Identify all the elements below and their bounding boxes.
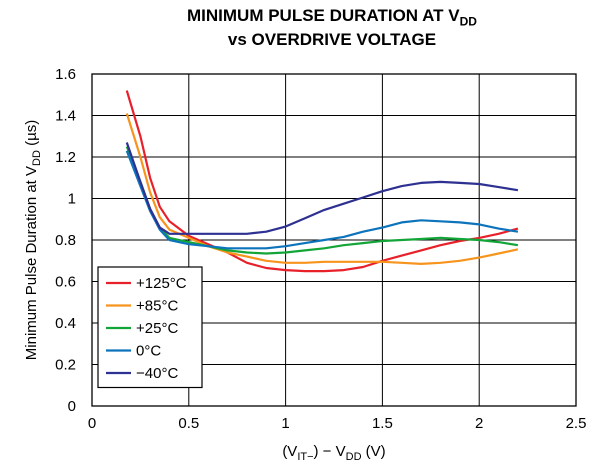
y-tick-label: 1	[68, 191, 76, 208]
y-axis-label: Minimum Pulse Duration at VDD (µs)	[23, 120, 43, 360]
series-line	[125, 90, 519, 273]
legend-label: +25°C	[136, 320, 178, 337]
y-tick-label: 0.6	[55, 274, 76, 291]
x-tick-label: 1	[281, 415, 289, 432]
legend-label: −40°C	[136, 365, 178, 382]
x-tick-label: 0.5	[178, 415, 199, 432]
y-tick-label: 0.4	[55, 315, 76, 332]
series-line	[125, 142, 519, 235]
y-tick-label: 1.4	[55, 108, 76, 125]
series-line	[125, 150, 519, 250]
x-tick-label: 0	[88, 415, 96, 432]
series-lines	[125, 90, 519, 273]
series-line	[125, 146, 519, 255]
x-tick-labels: 0 0.5 1 1.5 2 2.5	[88, 415, 587, 432]
y-tick-label: 1.6	[55, 66, 76, 83]
series-line	[125, 113, 519, 265]
legend: +125°C +85°C +25°C 0°C −40°C	[97, 266, 203, 389]
y-tick-label: 0.2	[55, 357, 76, 374]
x-axis-label: (VIT−) − VDD (V)	[282, 443, 385, 463]
x-tick-label: 1.5	[372, 415, 393, 432]
y-tick-label: 0	[68, 398, 76, 415]
legend-label: +85°C	[136, 298, 178, 315]
x-tick-label: 2	[475, 415, 483, 432]
legend-label: 0°C	[136, 343, 161, 360]
plot-frame	[91, 73, 577, 407]
chart-title-line1: MINIMUM PULSE DURATION AT VDD	[187, 6, 477, 29]
y-tick-label: 1.2	[55, 149, 76, 166]
y-tick-labels: 0 0.2 0.4 0.6 0.8 1 1.2 1.4 1.6	[55, 66, 76, 415]
x-tick-label: 2.5	[566, 415, 587, 432]
y-tick-label: 0.8	[55, 232, 76, 249]
legend-label: +125°C	[136, 275, 187, 292]
chart-title-line2: vs OVERDRIVE VOLTAGE	[227, 30, 437, 49]
